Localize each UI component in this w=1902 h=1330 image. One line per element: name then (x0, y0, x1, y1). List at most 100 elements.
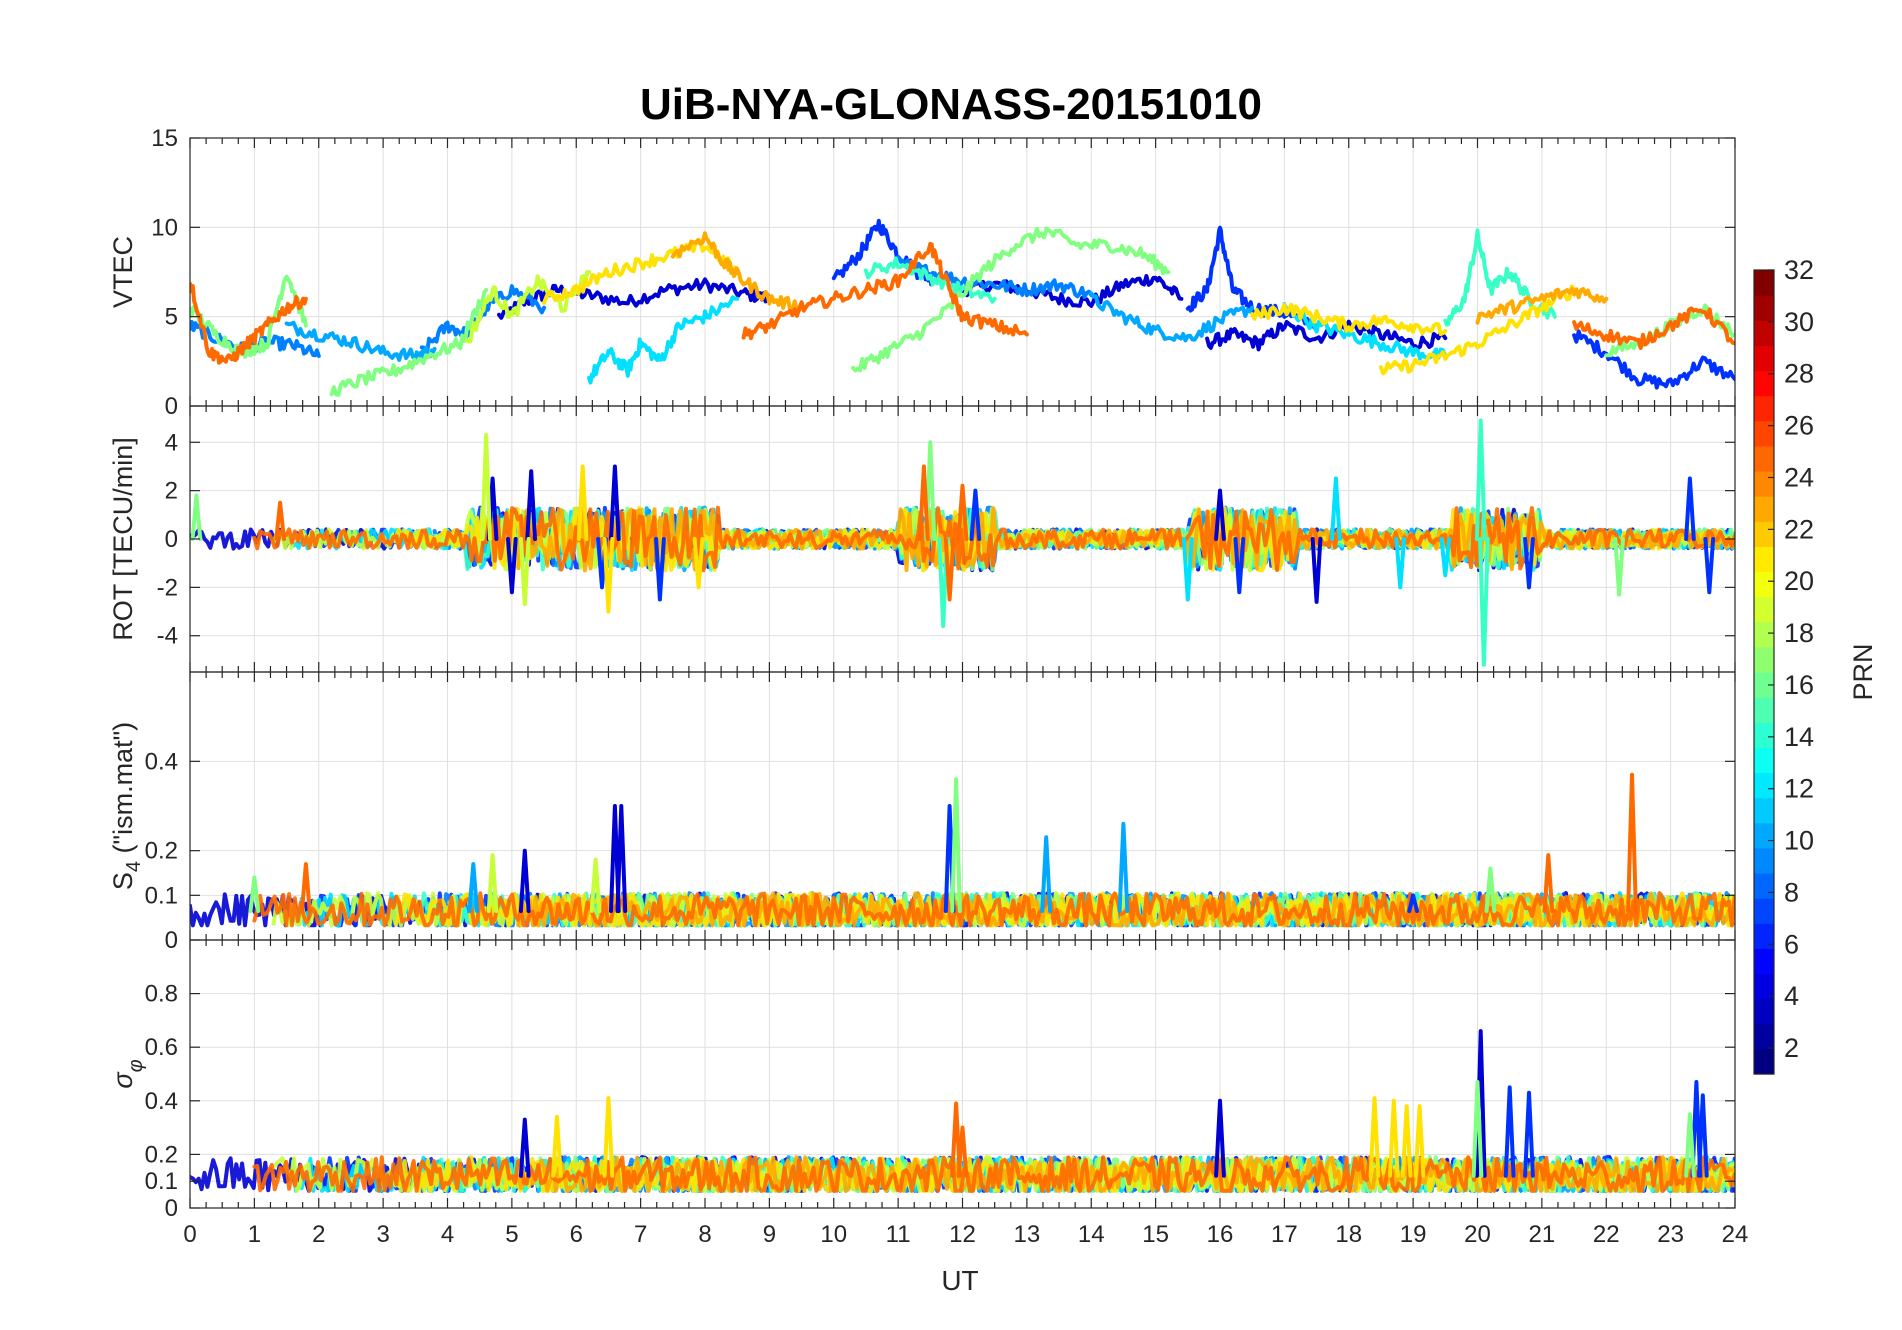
colorbar-segment (1754, 797, 1774, 824)
spike-mark (589, 857, 602, 913)
spike-mark (943, 537, 956, 602)
vtec-series-prn-16 (190, 274, 308, 359)
colorbar-segment (1754, 370, 1774, 397)
spike-mark (506, 537, 518, 595)
rot-panel: -4 -2 0 2 4 ROT [TECU/min] (108, 405, 1736, 673)
spike-mark (518, 537, 531, 607)
x-tick-label: 16 (1207, 1221, 1234, 1248)
colorbar-segment (1754, 646, 1774, 673)
spike-mark (248, 875, 261, 913)
x-tick-label: 20 (1464, 1221, 1491, 1248)
vtec-series-prn-16 (1044, 226, 1171, 276)
y-tick-label: -2 (157, 574, 178, 601)
y-tick-label: 15 (151, 125, 178, 152)
vtec-series-prn-16 (329, 287, 489, 397)
x-axis-label: UT (941, 1265, 978, 1296)
spike-mark (1626, 772, 1638, 913)
spike-mark (609, 464, 621, 541)
colorbar-segment (1754, 471, 1774, 497)
spike-mark (615, 804, 628, 913)
spike-mark (1684, 1112, 1696, 1178)
colorbar-tick-label: 26 (1784, 411, 1814, 441)
vtec-series-prn-5 (1185, 225, 1319, 330)
colorbar-tick-label: 18 (1784, 618, 1814, 648)
x-tick-label: 11 (886, 1221, 911, 1248)
spike-mark (1474, 418, 1487, 541)
colorbar-label: PRN (1848, 643, 1878, 700)
x-tick-label: 0 (183, 1221, 196, 1248)
colorbar-tick-label: 20 (1784, 566, 1814, 596)
spike-mark (654, 537, 666, 602)
data-layer (190, 418, 1735, 667)
y-axis-label: S4 ("ism.mat") (108, 722, 145, 890)
colorbar-segment (1754, 948, 1774, 975)
spike-mark (1439, 537, 1452, 578)
y-tick-label: 5 (165, 304, 178, 331)
spike-mark (1478, 537, 1490, 667)
vtec-series-prn-24 (741, 241, 1029, 341)
x-tick-label: 24 (1722, 1221, 1749, 1248)
colorbar-segment (1754, 621, 1774, 648)
colorbar-tick-label: 2 (1784, 1033, 1799, 1063)
colorbar-tick-label: 30 (1784, 307, 1814, 337)
spike-mark (1703, 537, 1716, 595)
colorbar-tick-label: 28 (1784, 359, 1814, 389)
vtec-series-prn-22 (670, 231, 804, 313)
vtec-series-prn-3 (497, 277, 772, 320)
colorbar-segment (1754, 596, 1774, 623)
y-tick-label: -4 (157, 623, 178, 650)
colorbar-segment (1754, 973, 1774, 1000)
spike-mark (1214, 1098, 1226, 1178)
colorbar-segment (1754, 546, 1774, 573)
colorbar-segment (1754, 697, 1774, 723)
colorbar-tick-label: 32 (1784, 255, 1814, 285)
spike-mark (1117, 821, 1130, 913)
data-layer (190, 1029, 1735, 1193)
colorbar-segment (1754, 1023, 1774, 1050)
spike-mark (525, 469, 537, 541)
spike-mark (1394, 537, 1407, 590)
y-tick-label: 0.2 (145, 838, 178, 865)
x-tick-label: 8 (698, 1221, 711, 1248)
noise-trace (516, 891, 1735, 928)
colorbar-frame (1753, 269, 1775, 1075)
vtec-series-prn-12 (1282, 302, 1448, 361)
spike-mark (1388, 1098, 1400, 1178)
spike-mark (956, 483, 969, 541)
colorbar-tick-label: 16 (1784, 670, 1814, 700)
s4-panel: 0 0.1 0.2 0.4S4 ("ism.mat") (108, 671, 1736, 954)
y-tick-label: 0 (165, 1195, 178, 1222)
colorbar-segment (1754, 923, 1774, 949)
vtec-series-prn-24 (190, 281, 308, 365)
colorbar-tick-label: 12 (1784, 774, 1814, 804)
x-tick-label: 1 (248, 1221, 261, 1248)
x-tick-label: 18 (1335, 1221, 1362, 1248)
vtec-series-prn-18 (464, 270, 592, 344)
y-tick-label: 0.4 (145, 1088, 178, 1115)
x-tick-label: 12 (949, 1221, 976, 1248)
x-tick-label: 3 (376, 1221, 389, 1248)
y-tick-label: 0 (165, 526, 178, 553)
spike-mark (1413, 1104, 1426, 1178)
colorbar-segment (1754, 345, 1774, 372)
x-tick-label: 15 (1142, 1221, 1169, 1248)
colorbar-segment (1754, 722, 1774, 748)
colorbar-segment (1754, 320, 1774, 346)
spike-mark (950, 777, 962, 913)
x-tick-label: 23 (1657, 1221, 1684, 1248)
colorbar-segment (1754, 873, 1774, 899)
spike-mark (1233, 537, 1246, 595)
colorbar-segment (1754, 445, 1774, 472)
spike-mark (602, 537, 615, 614)
x-tick-label: 4 (441, 1221, 454, 1248)
data-layer (190, 772, 1735, 928)
colorbar-segment (1754, 270, 1774, 296)
x-tick-label: 9 (763, 1221, 776, 1248)
y-axis-label: σφ (108, 1059, 147, 1088)
spike-mark (1310, 537, 1323, 604)
colorbar-tick-label: 24 (1784, 462, 1814, 492)
y-axis-label: VTEC (108, 236, 138, 308)
vtec-series-prn-20 (1378, 284, 1577, 376)
spike-mark (1330, 476, 1342, 541)
